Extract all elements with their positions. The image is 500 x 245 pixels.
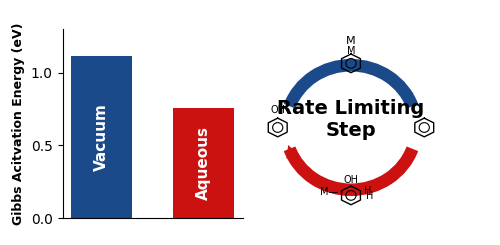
Text: OH: OH (270, 105, 285, 115)
Text: H: H (366, 191, 373, 201)
Text: M: M (346, 46, 355, 56)
Bar (173, 108, 234, 218)
Text: Aqueous: Aqueous (196, 126, 211, 200)
Bar (70, 56, 132, 218)
Y-axis label: Gibbs Acitvation Energy (eV): Gibbs Acitvation Energy (eV) (12, 23, 25, 225)
Text: Vacuum: Vacuum (94, 103, 109, 171)
Text: M: M (346, 36, 356, 46)
Text: H: H (364, 186, 371, 196)
Text: OH: OH (344, 175, 358, 185)
Text: M—: M— (320, 187, 338, 197)
Text: Rate Limiting
Step: Rate Limiting Step (278, 99, 424, 140)
